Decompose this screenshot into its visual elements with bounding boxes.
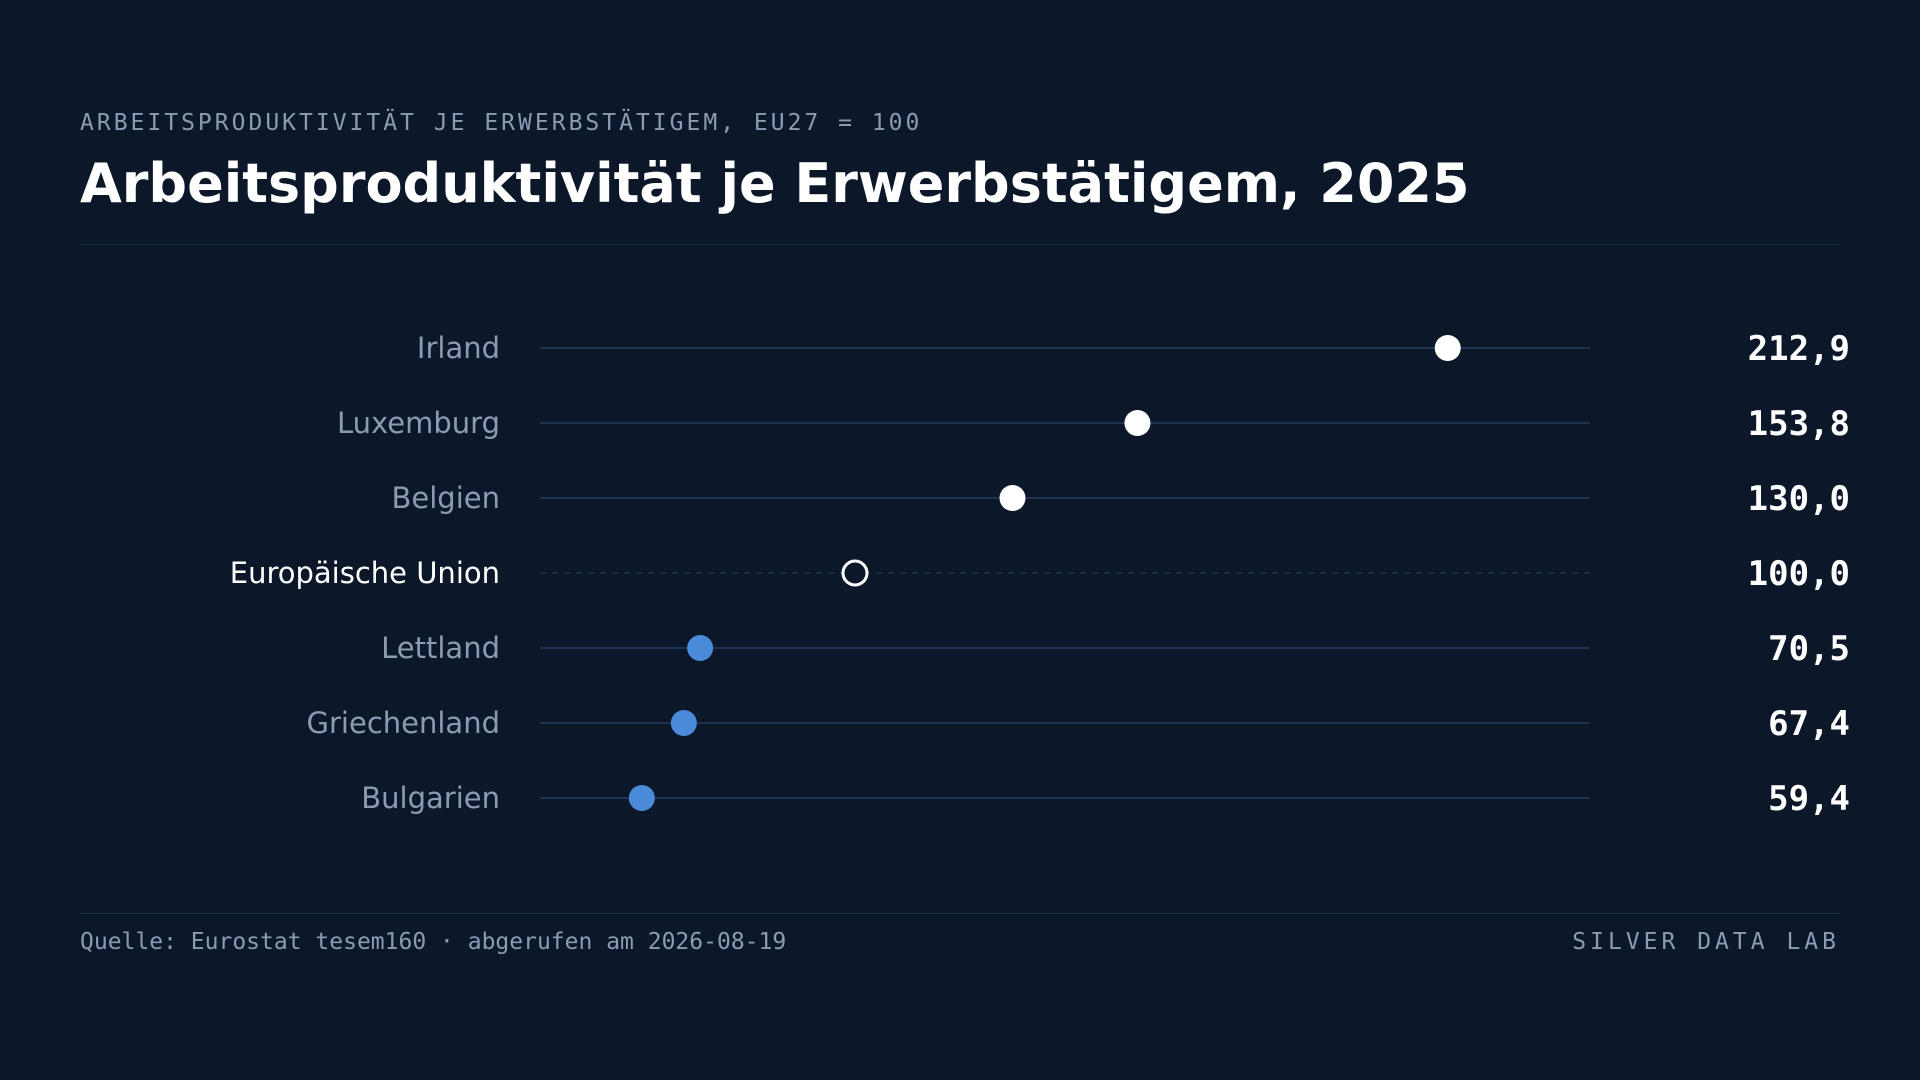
dot-luxemburg [1124,410,1151,436]
brand-label: SILVER DATA LAB [1572,929,1840,955]
source-note: Quelle: Eurostat tesem160 · abgerufen am… [80,929,787,955]
value-label-griechenland: 67,4 [1768,704,1850,744]
dot-irland [1434,335,1461,361]
category-label-luxemburg: Luxemburg [337,406,500,440]
category-label-lettland: Lettland [381,631,500,665]
dot-belgien [999,485,1026,511]
category-label-irland: Irland [417,331,500,365]
value-label-lettland: 70,5 [1768,629,1850,669]
header-divider [80,244,1840,245]
value-label-belgien: 130,0 [1748,479,1850,519]
value-label-europ-ische-union: 100,0 [1748,554,1850,594]
value-label-irland: 212,9 [1748,329,1850,369]
category-label-griechenland: Griechenland [307,706,500,740]
dot-europ-ische-union [841,559,869,587]
chart-kicker: ARBEITSPRODUKTIVITÄT JE ERWERBSTÄTIGEM, … [80,110,923,136]
category-label-europ-ische-union: Europäische Union [230,556,500,590]
category-label-bulgarien: Bulgarien [361,781,500,815]
dot-lettland [687,635,714,661]
value-label-luxemburg: 153,8 [1748,404,1850,444]
value-label-bulgarien: 59,4 [1768,779,1850,819]
dot-bulgarien [628,785,655,811]
dot-griechenland [670,710,697,736]
footer-divider [80,913,1840,914]
chart-title: Arbeitsproduktivität je Erwerbstätigem, … [80,152,1470,215]
category-label-belgien: Belgien [392,481,500,515]
